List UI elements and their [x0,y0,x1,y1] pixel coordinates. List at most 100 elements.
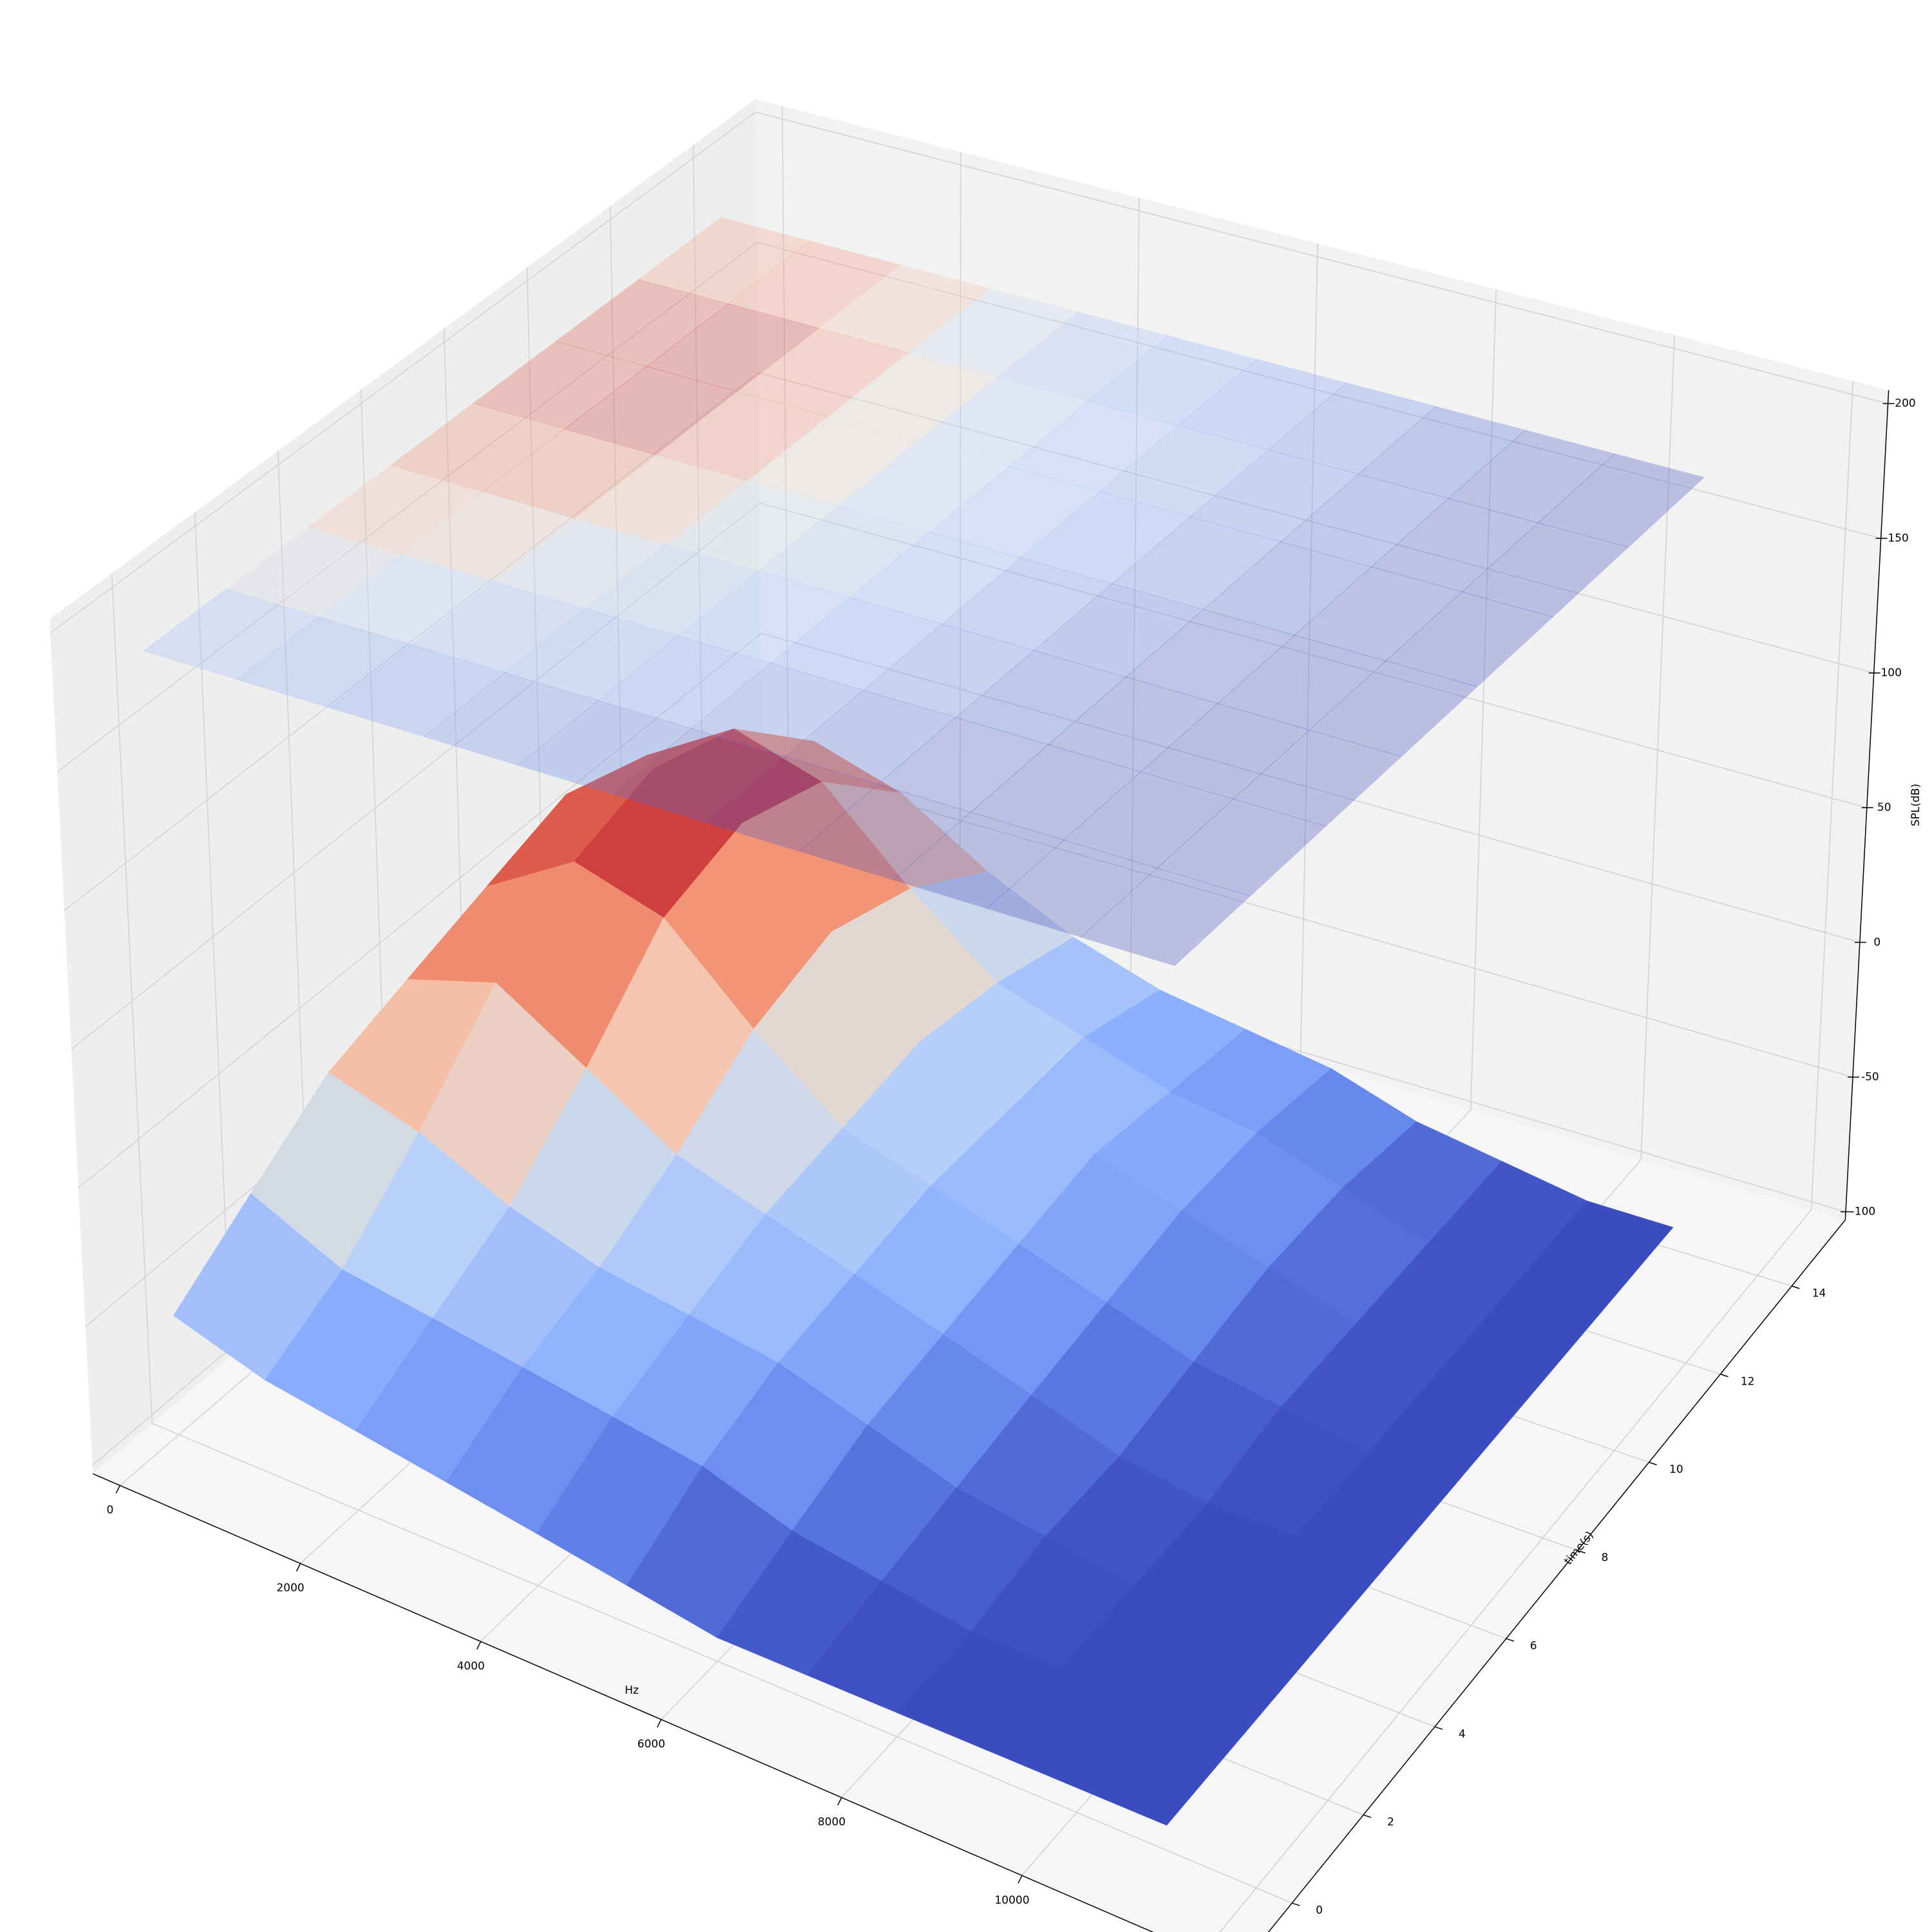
grid-line [57,242,1881,773]
x-axis-label: Hz [625,1684,639,1697]
y-tick [1792,1285,1800,1289]
contour-patch [955,650,1127,745]
contour-patch [390,402,565,493]
contour-patch [597,635,772,729]
contour-patch [142,589,320,680]
contour-patch [564,366,738,455]
contour-plane [142,217,1705,967]
z-tick-label: -100 [1851,1206,1876,1218]
contour-patch [1008,401,1179,493]
contour-patch [1358,406,1526,499]
contour-patch [555,279,730,367]
x-tick-label: 4000 [457,1660,484,1672]
contour-patch [986,839,1158,938]
contour-patch [1125,609,1296,704]
contour-patch [784,690,957,785]
contour-patch [998,312,1169,402]
contour-patch [970,744,1142,841]
y-tick [1649,1461,1657,1466]
contour-patch [1385,591,1554,687]
y-tick [1434,1726,1443,1730]
grid-line [71,502,1868,1050]
contour-patch [236,616,413,709]
y-tick [1577,1549,1586,1554]
contour-patch [1280,473,1450,567]
y-tick-label: 4 [1459,1728,1466,1741]
x-tick [656,1719,662,1728]
contour-patch [1447,430,1616,524]
contour-patch [492,518,667,609]
contour-patch [941,557,1113,651]
contour-patch [849,531,1022,625]
contour-patch [517,700,692,795]
contour-patch [1202,541,1372,636]
grid-line [111,573,1293,1904]
contour-patch [638,217,811,305]
z-tick-label: 50 [1877,801,1891,814]
y-tick [1291,1902,1300,1906]
contour-patch [746,416,920,507]
y-tick-label: 14 [1812,1287,1826,1300]
x-tick [476,1641,482,1650]
grid-line [64,372,1874,911]
contour-patch [1189,449,1359,542]
contour-patch [907,288,1079,377]
x-tick-label: 10000 [994,1894,1029,1907]
left-pane [49,99,764,1474]
contour-patch [770,597,943,691]
contour-patch [330,644,506,737]
z-tick-label: 150 [1888,532,1908,545]
contour-patch [817,264,990,353]
contour-patch [1033,583,1204,677]
y-tick-label: 8 [1602,1551,1609,1564]
x-tick [1018,1875,1023,1884]
contour-patch [645,303,819,392]
contour-patch [862,623,1035,718]
axes: 02000400060008000100001200002468101214-1… [92,390,1916,1932]
contour-patch [307,464,484,555]
contour-patch [876,717,1049,813]
contour-patch [1177,359,1347,451]
contour-patch [318,554,495,645]
contour-patch [1063,771,1235,869]
contour-patch [690,663,864,757]
x-tick-label: 2000 [276,1582,304,1595]
x-tick-label: 8000 [818,1816,846,1829]
z-tick-label: 100 [1880,667,1901,679]
contour-patch [1294,566,1463,661]
contour-patch [665,480,839,572]
x-tick-label: 0 [106,1504,113,1517]
y-tick [1720,1374,1728,1378]
contour-patch [504,608,679,701]
contour-patch [929,466,1101,558]
contour-patch [1111,516,1282,610]
y-tick [1363,1814,1372,1818]
surface [173,728,1674,1826]
z-axis-line [1844,390,1889,1220]
contour-patch [837,441,1010,533]
contour-patch [827,352,999,442]
x-tick [837,1797,842,1806]
grid-line [1219,381,1854,1932]
contour-patch [677,571,851,664]
contour-patch [1087,335,1258,426]
y-tick-label: 10 [1669,1463,1683,1476]
x-axis-line [92,1473,1154,1932]
contour-patch [1537,453,1705,548]
contour-patch [400,491,576,582]
contour-patch [1233,729,1403,827]
contour-patch [611,728,786,823]
contour-patch [1461,522,1629,618]
contour-patch [1309,660,1478,757]
contour-patch [585,544,759,636]
y-tick [1506,1638,1515,1642]
contour-patch [1047,676,1218,773]
contour-patch [1080,867,1251,967]
y-tick-label: 6 [1530,1640,1537,1653]
contour-patch [1156,799,1327,896]
grid-line [50,111,1888,634]
contour-patch [1370,498,1539,592]
contour-patch [1140,703,1311,800]
y-axis-line [1267,1219,1846,1932]
